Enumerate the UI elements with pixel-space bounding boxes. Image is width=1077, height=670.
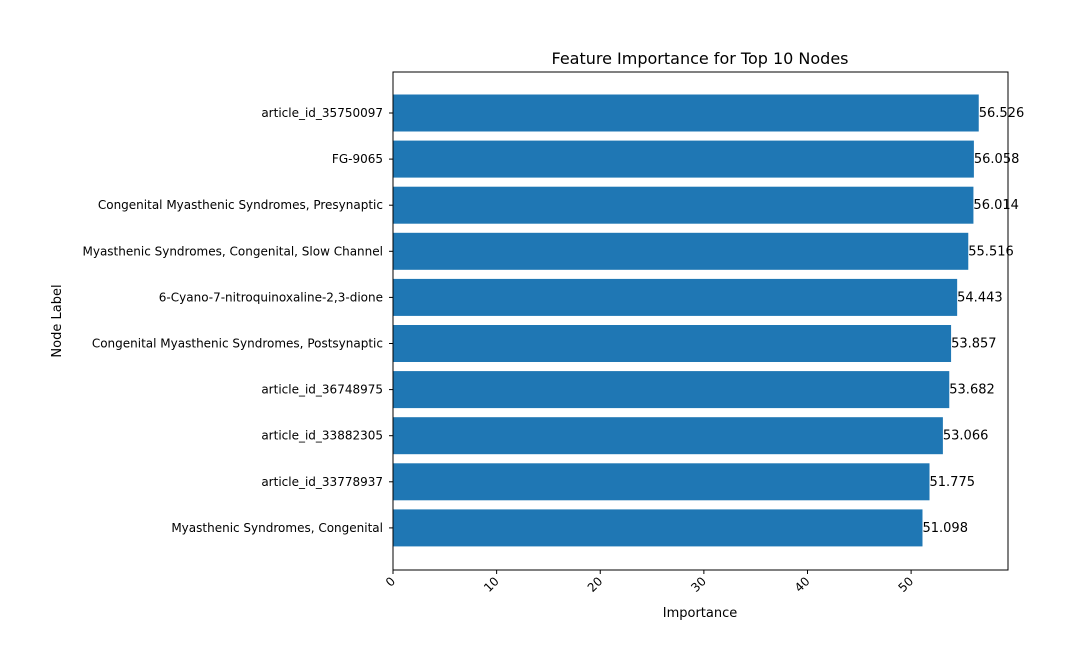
bar <box>393 417 943 455</box>
value-labels-layer: 56.526 56.058 56.014 55.516 54.443 53.857 53.6… <box>922 106 1024 536</box>
y-tick-label: Myasthenic Syndromes, Congenital, Slow C… <box>83 244 384 258</box>
value-label: 51.775 <box>930 475 976 490</box>
plot-frame <box>392 71 1009 571</box>
value-label: 56.526 <box>979 106 1025 121</box>
value-label: 54.443 <box>957 290 1003 305</box>
y-tick-label: Myasthenic Syndromes, Congenital <box>171 521 383 535</box>
y-tick-label: article_id_33882305 <box>261 429 383 443</box>
x-axis-title: Importance <box>663 606 738 621</box>
bar <box>393 278 958 316</box>
x-tick-label: 30 <box>688 574 709 595</box>
value-label: 56.058 <box>974 152 1020 167</box>
bar <box>393 232 969 270</box>
x-tick-label: 0 <box>383 574 398 589</box>
x-tick-label: 40 <box>792 574 813 595</box>
bar <box>393 94 979 132</box>
x-tick-label: 10 <box>481 574 502 595</box>
bar <box>393 371 950 409</box>
bar <box>393 186 974 224</box>
y-tick-label: article_id_33778937 <box>261 475 383 489</box>
chart-title: Feature Importance for Top 10 Nodes <box>551 49 848 68</box>
value-label: 53.857 <box>951 337 997 352</box>
bars-layer <box>393 94 979 547</box>
y-tick-label: FG-9065 <box>332 152 383 166</box>
x-tick-label: 50 <box>896 574 917 595</box>
bar <box>393 463 930 501</box>
y-axis: article_id_35750097 FG-9065 Congenital Mya… <box>83 106 393 535</box>
bar <box>393 325 952 362</box>
value-label: 56.014 <box>973 198 1019 213</box>
value-label: 51.098 <box>922 521 968 536</box>
y-tick-label: Congenital Myasthenic Syndromes, Postsyn… <box>92 337 383 351</box>
y-tick-label: article_id_36748975 <box>261 383 383 397</box>
y-axis-title: Node Label <box>50 284 65 357</box>
value-label: 53.682 <box>949 383 995 398</box>
x-axis: 0 10 20 30 40 50 <box>383 570 916 595</box>
y-tick-label: 6-Cyano-7-nitroquinoxaline-2,3-dione <box>159 290 383 304</box>
x-tick-label: 20 <box>585 574 606 595</box>
y-tick-label: Congenital Myasthenic Syndromes, Presyna… <box>98 198 383 212</box>
value-label: 53.066 <box>943 429 989 444</box>
bar <box>393 509 923 547</box>
bar <box>393 140 974 178</box>
value-label: 55.516 <box>968 244 1014 259</box>
y-tick-label: article_id_35750097 <box>261 106 383 120</box>
